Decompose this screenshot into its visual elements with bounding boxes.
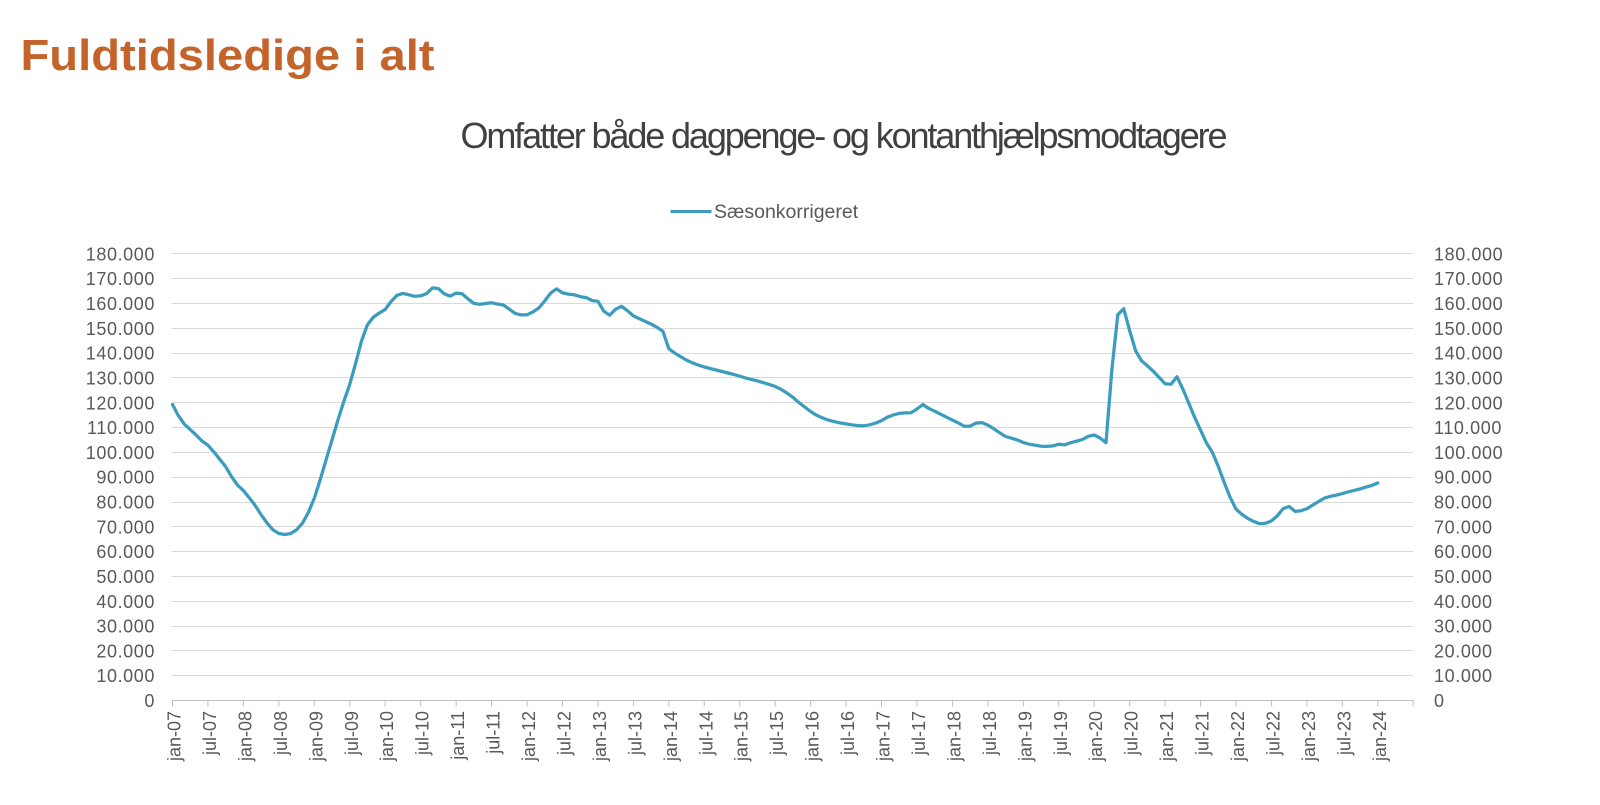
svg-text:jan-13: jan-13	[590, 711, 610, 762]
svg-text:90.000: 90.000	[1434, 468, 1493, 488]
svg-text:140.000: 140.000	[1434, 344, 1503, 364]
svg-text:jan-11: jan-11	[448, 711, 468, 761]
svg-text:130.000: 130.000	[86, 369, 155, 389]
svg-text:160.000: 160.000	[86, 294, 155, 314]
svg-text:50.000: 50.000	[96, 567, 155, 587]
svg-text:20.000: 20.000	[1434, 641, 1493, 661]
svg-text:jan-20: jan-20	[1086, 711, 1106, 762]
svg-text:50.000: 50.000	[1434, 567, 1493, 587]
svg-text:jul-14: jul-14	[696, 711, 716, 756]
svg-text:jul-08: jul-08	[271, 711, 291, 756]
svg-text:140.000: 140.000	[86, 344, 155, 364]
svg-text:jan-18: jan-18	[944, 711, 964, 762]
svg-text:Omfatter både dagpenge- og kon: Omfatter både dagpenge- og kontanthjælps…	[461, 115, 1228, 156]
svg-text:jul-16: jul-16	[838, 711, 858, 756]
svg-text:jul-17: jul-17	[909, 711, 929, 756]
svg-text:jul-18: jul-18	[980, 711, 1000, 756]
svg-text:Fuldtidsledige i alt: Fuldtidsledige i alt	[21, 31, 435, 80]
svg-text:10.000: 10.000	[1434, 666, 1493, 686]
svg-text:jul-21: jul-21	[1193, 711, 1213, 756]
svg-text:70.000: 70.000	[1434, 517, 1493, 537]
svg-text:110.000: 110.000	[1434, 418, 1502, 438]
svg-text:170.000: 170.000	[86, 269, 155, 289]
svg-text:0: 0	[1434, 691, 1445, 711]
svg-text:jan-14: jan-14	[661, 711, 681, 762]
svg-text:jan-21: jan-21	[1157, 711, 1177, 762]
svg-text:jan-16: jan-16	[803, 711, 823, 762]
svg-text:60.000: 60.000	[96, 542, 155, 562]
svg-text:0: 0	[144, 691, 155, 711]
svg-text:40.000: 40.000	[1434, 592, 1493, 612]
svg-text:90.000: 90.000	[96, 468, 155, 488]
svg-text:jul-20: jul-20	[1122, 711, 1142, 756]
svg-text:jul-09: jul-09	[342, 711, 362, 756]
svg-text:jan-19: jan-19	[1015, 711, 1035, 762]
svg-text:180.000: 180.000	[1434, 244, 1503, 264]
svg-text:jul-10: jul-10	[413, 711, 433, 756]
svg-text:jan-23: jan-23	[1299, 711, 1319, 762]
svg-text:100.000: 100.000	[1434, 443, 1503, 463]
svg-text:Sæsonkorrigeret: Sæsonkorrigeret	[714, 201, 859, 223]
svg-text:jan-07: jan-07	[165, 711, 185, 762]
svg-text:jan-24: jan-24	[1370, 711, 1390, 762]
svg-text:jan-08: jan-08	[235, 711, 255, 762]
svg-text:jan-22: jan-22	[1228, 711, 1248, 762]
svg-text:jul-23: jul-23	[1334, 711, 1354, 756]
svg-text:10.000: 10.000	[96, 666, 155, 686]
svg-text:80.000: 80.000	[1434, 493, 1493, 513]
svg-text:130.000: 130.000	[1434, 369, 1503, 389]
svg-text:30.000: 30.000	[96, 617, 155, 637]
svg-text:40.000: 40.000	[96, 592, 155, 612]
svg-text:jan-12: jan-12	[519, 711, 539, 762]
svg-text:jul-07: jul-07	[200, 711, 220, 756]
svg-text:110.000: 110.000	[87, 418, 155, 438]
svg-text:jul-12: jul-12	[554, 711, 574, 756]
svg-text:170.000: 170.000	[1434, 269, 1503, 289]
svg-text:20.000: 20.000	[96, 641, 155, 661]
svg-text:jan-17: jan-17	[874, 711, 894, 762]
svg-text:160.000: 160.000	[1434, 294, 1503, 314]
svg-text:180.000: 180.000	[86, 244, 155, 264]
svg-text:jul-11: jul-11	[484, 711, 504, 755]
svg-text:150.000: 150.000	[86, 319, 155, 339]
svg-text:jul-15: jul-15	[767, 711, 787, 756]
svg-text:150.000: 150.000	[1434, 319, 1503, 339]
svg-text:jul-13: jul-13	[625, 711, 645, 756]
svg-text:120.000: 120.000	[86, 393, 155, 413]
svg-text:jan-09: jan-09	[306, 711, 326, 762]
svg-text:jan-10: jan-10	[377, 711, 397, 762]
svg-text:60.000: 60.000	[1434, 542, 1493, 562]
svg-text:jul-19: jul-19	[1051, 711, 1071, 756]
svg-text:jan-15: jan-15	[732, 711, 752, 762]
svg-text:80.000: 80.000	[96, 493, 155, 513]
svg-text:100.000: 100.000	[86, 443, 155, 463]
svg-text:30.000: 30.000	[1434, 617, 1493, 637]
svg-text:jul-22: jul-22	[1263, 711, 1283, 756]
svg-text:120.000: 120.000	[1434, 393, 1503, 413]
svg-text:70.000: 70.000	[96, 517, 155, 537]
